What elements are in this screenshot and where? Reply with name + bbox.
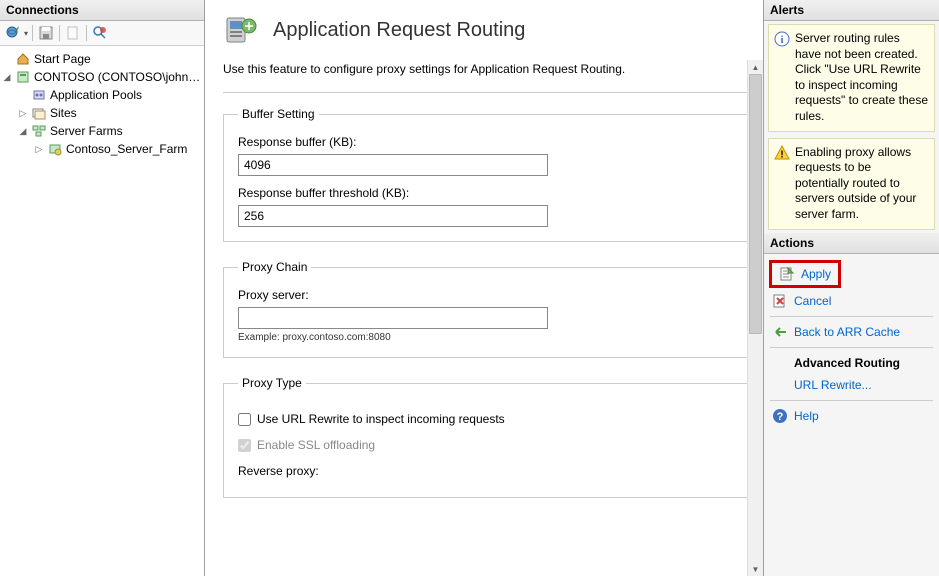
cancel-icon	[772, 293, 788, 309]
proxy-chain-fieldset: Proxy Chain Proxy server: Example: proxy…	[223, 260, 749, 358]
server-icon	[15, 69, 31, 85]
page-title-row: Application Request Routing	[223, 12, 749, 48]
response-buffer-label: Response buffer (KB):	[238, 135, 734, 149]
sites-icon	[31, 105, 47, 121]
connections-tree: Start Page ◢ CONTOSO (CONTOSO\johndoe) A…	[0, 46, 204, 162]
threshold-label: Response buffer threshold (KB):	[238, 186, 734, 200]
buffer-fieldset: Buffer Setting Response buffer (KB): Res…	[223, 107, 749, 242]
ssl-offload-checkbox	[238, 439, 251, 452]
ssl-offload-checkbox-row: Enable SSL offloading	[238, 438, 734, 452]
scroll-thumb[interactable]	[749, 74, 762, 334]
tree-server-farms[interactable]: ◢ Server Farms	[18, 122, 202, 140]
expand-icon[interactable]: ▷	[34, 144, 44, 154]
help-action[interactable]: ? Help	[764, 405, 939, 427]
url-rewrite-label: Use URL Rewrite to inspect incoming requ…	[257, 412, 505, 426]
tree-farm-item[interactable]: ▷ Contoso_Server_Farm	[34, 140, 202, 158]
scroll-up-icon[interactable]: ▲	[748, 60, 763, 74]
center-content: Application Request Routing Use this fea…	[205, 0, 763, 576]
scrollbar[interactable]: ▲ ▼	[747, 60, 763, 576]
refresh-icon[interactable]	[91, 24, 109, 42]
farm-item-icon	[47, 141, 63, 157]
connections-toolbar: ▾	[0, 21, 204, 46]
pool-icon	[31, 87, 47, 103]
tree-app-pools[interactable]: Application Pools	[18, 86, 202, 104]
farm-icon	[31, 123, 47, 139]
alert-info: i Server routing rules have not been cre…	[768, 24, 935, 132]
action-divider	[770, 316, 933, 317]
apply-label: Apply	[801, 267, 831, 281]
response-buffer-input[interactable]	[238, 154, 548, 176]
back-label: Back to ARR Cache	[794, 325, 900, 339]
proxy-example: Example: proxy.contoso.com:8080	[238, 332, 734, 343]
connect-icon[interactable]	[4, 24, 22, 42]
svg-text:i: i	[780, 34, 783, 46]
alert-warn-text: Enabling proxy allows requests to be pot…	[795, 145, 916, 221]
proxy-chain-legend: Proxy Chain	[238, 260, 311, 274]
apply-icon	[779, 266, 795, 282]
adv-routing-label: Advanced Routing	[794, 356, 900, 370]
ssl-offload-label: Enable SSL offloading	[257, 438, 375, 452]
arr-icon	[223, 12, 259, 48]
page-desc: Use this feature to configure proxy sett…	[223, 62, 749, 76]
connections-panel: Connections ▾ Start Page ◢	[0, 0, 205, 576]
proxy-type-legend: Proxy Type	[238, 376, 306, 390]
back-action[interactable]: Back to ARR Cache	[764, 321, 939, 343]
cancel-label: Cancel	[794, 294, 831, 308]
scroll-down-icon[interactable]: ▼	[748, 562, 763, 576]
buffer-legend: Buffer Setting	[238, 107, 319, 121]
collapse-icon[interactable]: ◢	[18, 126, 28, 136]
proxy-server-input[interactable]	[238, 307, 548, 329]
threshold-input[interactable]	[238, 205, 548, 227]
alerts-header: Alerts	[764, 0, 939, 21]
warning-icon: !	[774, 145, 790, 161]
alert-warn: ! Enabling proxy allows requests to be p…	[768, 138, 935, 230]
page-title: Application Request Routing	[273, 19, 525, 42]
connections-header: Connections	[0, 0, 204, 21]
right-panel: Alerts i Server routing rules have not b…	[763, 0, 939, 576]
help-label: Help	[794, 409, 819, 423]
collapse-icon[interactable]: ◢	[2, 72, 12, 82]
divider	[223, 92, 749, 93]
info-icon: i	[774, 31, 790, 47]
alert-info-text: Server routing rules have not been creat…	[795, 31, 928, 123]
url-rewrite-checkbox-row[interactable]: Use URL Rewrite to inspect incoming requ…	[238, 412, 734, 426]
center-panel: Application Request Routing Use this fea…	[205, 0, 763, 576]
apply-action[interactable]: Apply	[773, 264, 837, 284]
tree-server[interactable]: ◢ CONTOSO (CONTOSO\johndoe)	[2, 68, 202, 86]
save-icon[interactable]	[37, 24, 55, 42]
url-rewrite-checkbox[interactable]	[238, 413, 251, 426]
expand-icon[interactable]: ▷	[18, 108, 28, 118]
url-rewrite-action[interactable]: URL Rewrite...	[764, 374, 939, 396]
apply-highlight: Apply	[769, 260, 841, 288]
proxy-server-label: Proxy server:	[238, 288, 734, 302]
action-divider	[770, 400, 933, 401]
url-rewrite-label: URL Rewrite...	[794, 378, 872, 392]
cancel-action[interactable]: Cancel	[764, 290, 939, 312]
actions-header: Actions	[764, 233, 939, 254]
tree-start-page[interactable]: Start Page	[2, 50, 202, 68]
action-divider	[770, 347, 933, 348]
svg-text:!: !	[780, 149, 783, 160]
help-icon: ?	[772, 408, 788, 424]
reverse-proxy-label: Reverse proxy:	[238, 464, 734, 478]
home-icon	[15, 51, 31, 67]
svg-text:?: ?	[777, 411, 784, 423]
proxy-type-fieldset: Proxy Type Use URL Rewrite to inspect in…	[223, 376, 749, 498]
doc-icon[interactable]	[64, 24, 82, 42]
actions-list: Apply Cancel Back to ARR Cache Advanced …	[764, 254, 939, 431]
tree-sites[interactable]: ▷ Sites	[18, 104, 202, 122]
adv-routing-section: Advanced Routing	[764, 352, 939, 374]
back-icon	[772, 324, 788, 340]
